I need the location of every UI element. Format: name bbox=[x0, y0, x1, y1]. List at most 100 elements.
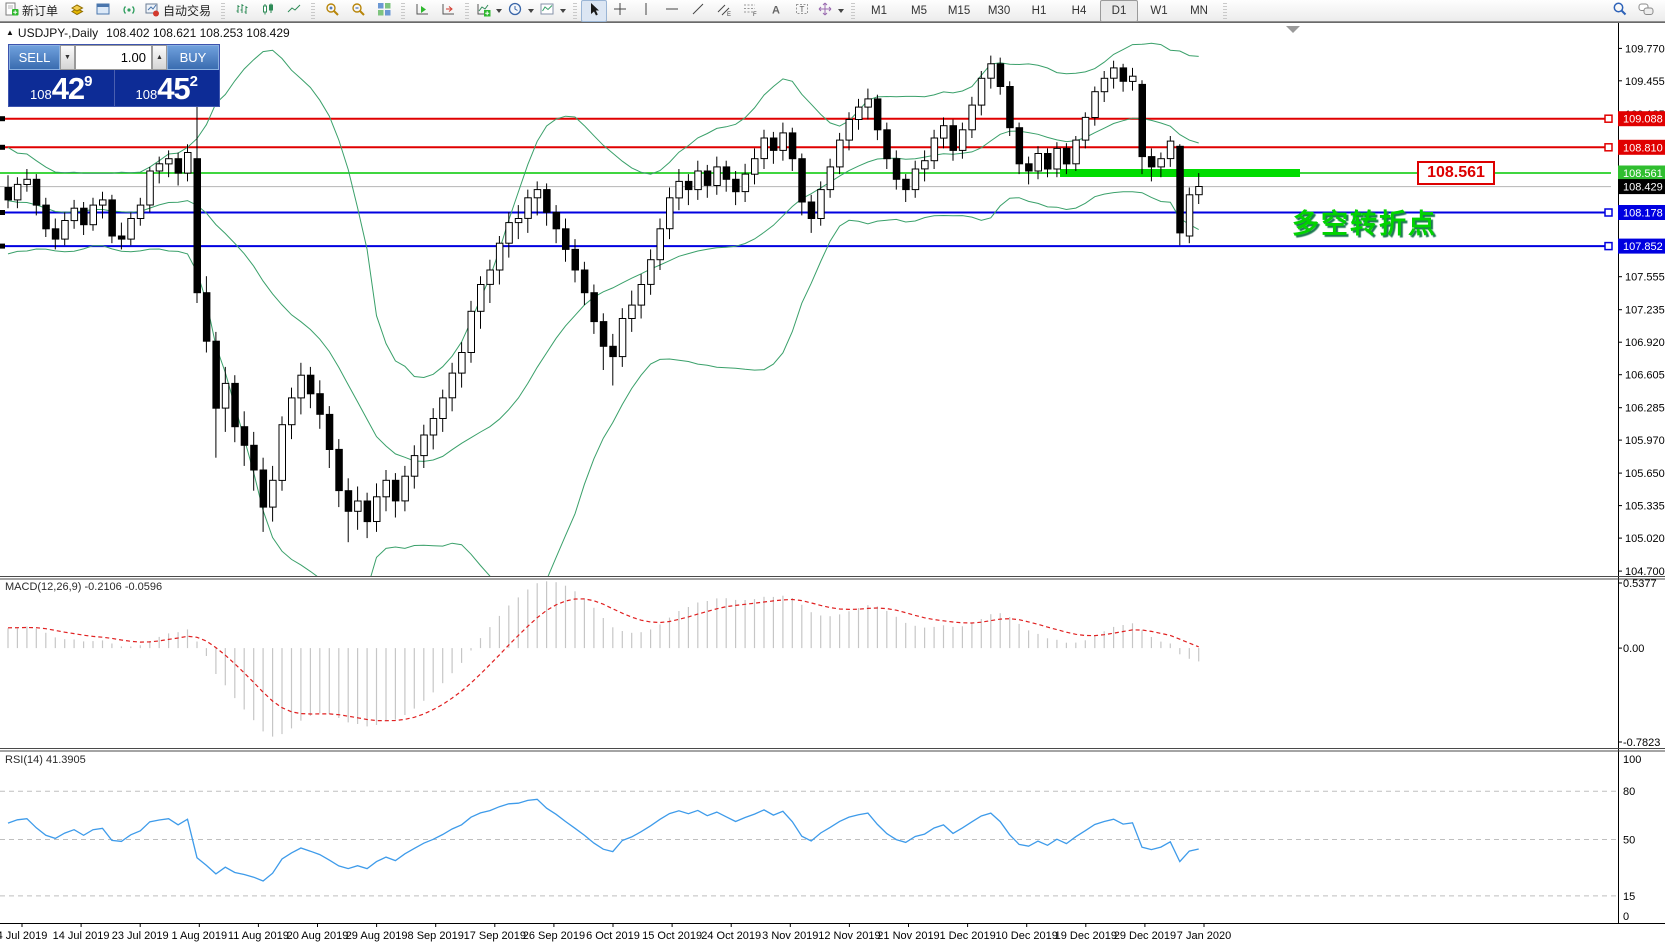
dropdown-caret-icon bbox=[496, 8, 503, 13]
market-watch-button[interactable] bbox=[90, 0, 116, 22]
buy-price-pip: 2 bbox=[189, 73, 199, 90]
line-chart-icon bbox=[287, 2, 302, 20]
history-center-button[interactable] bbox=[64, 0, 90, 22]
horizontal-line-tool-button[interactable] bbox=[659, 0, 685, 22]
svg-text:80: 80 bbox=[1623, 786, 1635, 798]
svg-text:24 Oct 2019: 24 Oct 2019 bbox=[701, 930, 761, 942]
chat-icon bbox=[1638, 2, 1655, 20]
toolbar-separator[interactable] bbox=[1223, 2, 1228, 19]
svg-text:15 Oct 2019: 15 Oct 2019 bbox=[642, 930, 702, 942]
svg-text:1 Dec 2019: 1 Dec 2019 bbox=[939, 930, 995, 942]
timeframe-m1[interactable]: M1 bbox=[871, 4, 888, 17]
chart-shift-icon bbox=[441, 2, 456, 20]
toolbar-separator[interactable] bbox=[573, 2, 578, 19]
pane-separator[interactable] bbox=[0, 748, 1665, 752]
timeframe-w1[interactable]: W1 bbox=[1150, 4, 1168, 17]
zoom-out-button[interactable] bbox=[345, 0, 371, 22]
svg-text:108.561: 108.561 bbox=[1623, 168, 1663, 180]
text-tool-button[interactable]: A bbox=[763, 0, 789, 22]
svg-text:14 Jul 2019: 14 Jul 2019 bbox=[53, 930, 110, 942]
timeframe-h1[interactable]: H1 bbox=[1031, 4, 1047, 17]
signals-button[interactable] bbox=[116, 0, 142, 22]
horizontal-line-109.088[interactable] bbox=[0, 114, 1613, 123]
bar-chart-icon bbox=[235, 2, 250, 20]
svg-text:19 Dec 2019: 19 Dec 2019 bbox=[1055, 930, 1117, 942]
svg-text:108.810: 108.810 bbox=[1623, 142, 1663, 154]
horizontal-line-107.852[interactable] bbox=[0, 241, 1613, 251]
svg-text:0: 0 bbox=[1623, 911, 1629, 923]
toolbar-separator[interactable] bbox=[465, 2, 470, 19]
new-order-button[interactable]: 新订单 bbox=[1, 0, 64, 22]
toolbar-separator[interactable] bbox=[851, 2, 856, 19]
svg-text:107.852: 107.852 bbox=[1623, 241, 1663, 253]
macd-indicator-values: -0.2106 -0.0596 bbox=[84, 581, 163, 593]
macd-signal-line bbox=[7, 598, 1199, 722]
horizontal-line-108.810[interactable] bbox=[0, 143, 1613, 152]
pane-separator[interactable] bbox=[0, 576, 1665, 580]
toolbar-separator[interactable] bbox=[221, 2, 226, 19]
zoom-in-button[interactable] bbox=[319, 0, 345, 22]
cursor-tool-button[interactable] bbox=[581, 0, 608, 22]
chart-shift-button[interactable] bbox=[435, 0, 461, 22]
svg-text:107.235: 107.235 bbox=[1625, 305, 1665, 317]
rsi-pane-label: RSI(14) 41.3905 bbox=[5, 754, 86, 766]
macd-pane-label: MACD(12,26,9) -0.2106 -0.0596 bbox=[5, 581, 162, 593]
chart-symbol-period: USDJPY-,Daily bbox=[17, 26, 99, 40]
buy-button[interactable]: BUY bbox=[167, 45, 219, 70]
fibonacci-tool-button[interactable]: F bbox=[737, 0, 763, 22]
svg-text:15: 15 bbox=[1623, 891, 1635, 903]
chart-shift-marker[interactable] bbox=[1286, 26, 1300, 33]
candlestick-chart-button[interactable] bbox=[255, 0, 281, 22]
auto-scroll-button[interactable] bbox=[409, 0, 435, 22]
crosshair-tool-button[interactable] bbox=[607, 0, 633, 22]
bar-chart-button[interactable] bbox=[229, 0, 255, 22]
templates-button[interactable] bbox=[537, 0, 569, 22]
new-order-icon bbox=[4, 2, 19, 20]
timeframe-h4[interactable]: H4 bbox=[1071, 4, 1087, 17]
toolbar-separator[interactable] bbox=[311, 2, 316, 19]
svg-text:29 Dec 2019: 29 Dec 2019 bbox=[1114, 930, 1176, 942]
chat-button[interactable] bbox=[1633, 0, 1659, 22]
timeframe-m5[interactable]: M5 bbox=[911, 4, 928, 17]
timeframe-d1[interactable]: D1 bbox=[1100, 0, 1139, 22]
crosshair-icon bbox=[613, 2, 628, 20]
equidistant-channel-icon: E bbox=[717, 2, 732, 20]
tile-windows-button[interactable] bbox=[371, 0, 397, 22]
timeframe-m30[interactable]: M30 bbox=[987, 4, 1011, 17]
sell-button[interactable]: SELL bbox=[9, 45, 60, 70]
buy-price-display[interactable]: 108 45 2 bbox=[113, 70, 220, 106]
svg-text:108.429: 108.429 bbox=[1623, 182, 1663, 194]
svg-text:8 Sep 2019: 8 Sep 2019 bbox=[408, 930, 464, 942]
text-a-icon: A bbox=[769, 2, 784, 20]
vertical-line-icon bbox=[639, 2, 654, 20]
autotrade-button[interactable]: 自动交易 bbox=[142, 0, 217, 22]
horizontal-line-108.178[interactable] bbox=[0, 208, 1613, 217]
sell-price-display[interactable]: 108 42 9 bbox=[9, 70, 114, 106]
volume-decrease-button[interactable]: ▼ bbox=[60, 45, 75, 70]
timeframe-mn[interactable]: MN bbox=[1190, 4, 1208, 17]
periods-button[interactable] bbox=[505, 0, 537, 22]
macd-histogram bbox=[7, 581, 1200, 737]
search-button[interactable] bbox=[1607, 0, 1633, 22]
toolbar-separator[interactable] bbox=[401, 2, 406, 19]
svg-text:105.335: 105.335 bbox=[1625, 501, 1665, 513]
volume-increase-button[interactable]: ▲ bbox=[152, 45, 167, 70]
price-level-callout[interactable]: 108.561 bbox=[1417, 161, 1495, 185]
autotrade-icon bbox=[145, 2, 160, 20]
arrows-tool-button[interactable] bbox=[815, 0, 847, 22]
trendline-tool-button[interactable] bbox=[685, 0, 711, 22]
timeframe-m15[interactable]: M15 bbox=[947, 4, 971, 17]
text-label-tool-button[interactable]: T bbox=[789, 0, 815, 22]
vertical-line-tool-button[interactable] bbox=[633, 0, 659, 22]
svg-text:3 Nov 2019: 3 Nov 2019 bbox=[762, 930, 818, 942]
signal-icon bbox=[122, 2, 137, 20]
indicators-button[interactable] bbox=[473, 0, 505, 22]
channel-tool-button[interactable]: E bbox=[711, 0, 737, 22]
line-chart-button[interactable] bbox=[281, 0, 307, 22]
svg-text:10 Dec 2019: 10 Dec 2019 bbox=[996, 930, 1058, 942]
turning-point-annotation[interactable]: 多空转折点 bbox=[1292, 209, 1437, 239]
volume-input[interactable] bbox=[75, 45, 152, 70]
templates-icon bbox=[540, 2, 555, 20]
dropdown-caret-icon bbox=[528, 8, 535, 13]
